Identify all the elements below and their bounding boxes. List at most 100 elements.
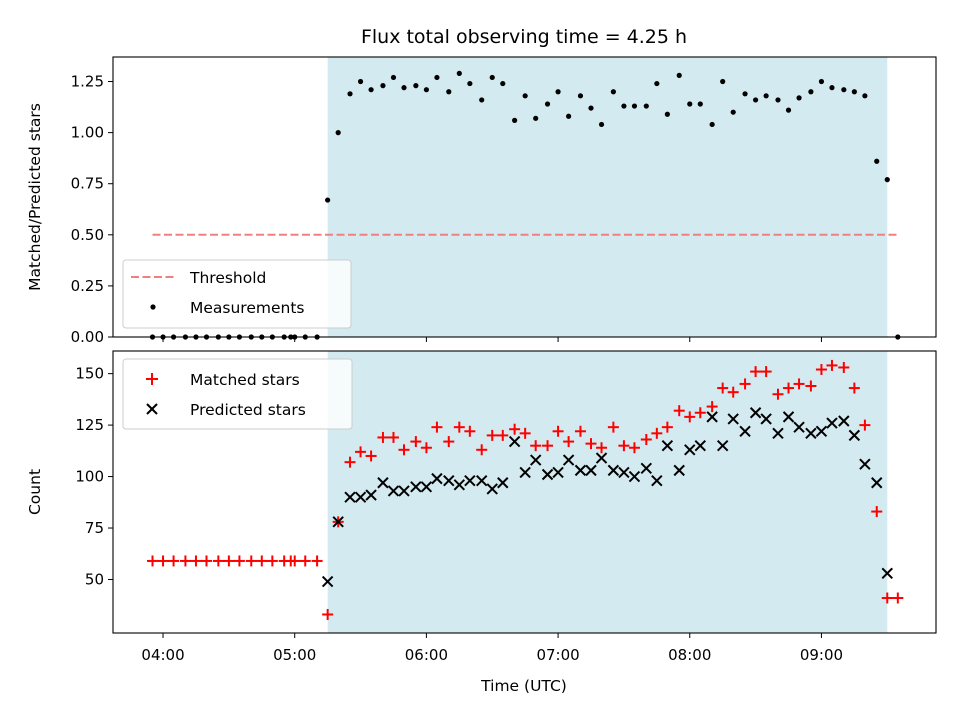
matched-star-point bbox=[585, 438, 597, 450]
measurement-point bbox=[785, 107, 792, 113]
matched-star-point bbox=[497, 429, 509, 441]
matched-star-point bbox=[574, 425, 586, 437]
chart-title: Flux total observing time = 4.25 h bbox=[361, 26, 687, 48]
predicted-star-point bbox=[410, 481, 422, 493]
measurement-point bbox=[347, 91, 353, 97]
matched-star-point bbox=[147, 555, 159, 567]
bottom-y-axis-label: Count bbox=[26, 469, 44, 515]
predicted-star-point bbox=[673, 464, 685, 477]
predicted-star-point bbox=[562, 454, 575, 466]
predicted-star-point bbox=[716, 439, 729, 452]
matched-star-point bbox=[453, 421, 465, 433]
matched-star-point bbox=[892, 592, 904, 604]
observing-window-bottom bbox=[327, 351, 888, 633]
x-tick-label: 04:00 bbox=[141, 646, 184, 664]
measurement-point bbox=[752, 97, 759, 103]
predicted-star-point bbox=[772, 427, 784, 440]
predicted-star-point bbox=[793, 421, 805, 433]
measurement-point bbox=[357, 78, 364, 85]
matched-star-point bbox=[651, 427, 663, 439]
measurement-point bbox=[818, 78, 825, 85]
top-panel: 0.00 0.25 0.50 0.75 1.00 1.25 Matched/Predict… bbox=[26, 56, 937, 346]
measurement-point bbox=[775, 97, 781, 103]
predicted-star-point bbox=[529, 454, 542, 466]
predicted-star-point bbox=[607, 464, 620, 477]
predicted-star-point bbox=[398, 485, 410, 497]
measurement-point bbox=[884, 177, 890, 183]
measurement-point bbox=[555, 89, 561, 95]
measurement-point bbox=[390, 74, 397, 81]
predicted-star-point bbox=[453, 479, 466, 491]
predicted-star-point bbox=[838, 415, 850, 427]
matched-star-point bbox=[881, 592, 893, 604]
matched-star-point bbox=[322, 608, 334, 620]
measurement-point bbox=[610, 89, 616, 95]
matched-star-point bbox=[157, 555, 169, 567]
top-legend-entry-threshold: Threshold bbox=[189, 269, 266, 287]
measurement-point bbox=[631, 103, 638, 109]
measurement-point bbox=[676, 72, 682, 78]
bottom-legend-entry-predicted: Predicted stars bbox=[190, 401, 306, 419]
predicted-star-point bbox=[519, 466, 531, 479]
x-tick-label: 06:00 bbox=[405, 646, 448, 664]
predicted-star-point bbox=[574, 464, 587, 477]
predicted-star-point bbox=[443, 474, 455, 487]
predicted-star-point bbox=[805, 427, 817, 440]
matched-star-point bbox=[233, 555, 245, 567]
measurement-point bbox=[829, 85, 835, 91]
matched-star-point bbox=[344, 456, 356, 468]
y-tick-label: 0.00 bbox=[71, 328, 104, 346]
measurement-point bbox=[643, 103, 649, 109]
predicted-star-point bbox=[871, 477, 883, 489]
predicted-star-point bbox=[661, 439, 674, 452]
matched-star-point bbox=[793, 378, 805, 390]
measurement-point bbox=[796, 95, 802, 101]
measurement-point bbox=[533, 115, 539, 121]
matched-star-point bbox=[377, 431, 389, 443]
bottom-legend: Matched stars Predicted stars bbox=[122, 358, 353, 430]
matched-star-point bbox=[727, 386, 739, 398]
matched-star-point bbox=[179, 555, 191, 567]
bottom-panel: 50 75 100 125 150 04:00 05:00 06:00 07:00 08:00 0… bbox=[26, 350, 937, 695]
measurement-point bbox=[522, 93, 528, 99]
matched-star-point bbox=[245, 555, 257, 567]
matched-star-point bbox=[168, 555, 180, 567]
matched-star-point bbox=[410, 436, 422, 448]
matched-star-point bbox=[760, 366, 772, 378]
matched-star-point bbox=[684, 411, 696, 423]
predicted-star-point bbox=[727, 413, 739, 425]
matched-star-point bbox=[815, 364, 827, 376]
matched-star-point bbox=[299, 555, 311, 567]
y-tick-label: 150 bbox=[75, 365, 104, 383]
measurement-point bbox=[423, 87, 429, 93]
matched-star-point bbox=[805, 380, 817, 392]
matched-star-point bbox=[387, 431, 399, 443]
matched-star-point bbox=[476, 444, 488, 456]
predicted-star-point bbox=[377, 477, 389, 489]
measurement-point bbox=[544, 101, 551, 107]
matched-star-point bbox=[826, 359, 838, 371]
top-legend: Threshold Measurements bbox=[122, 259, 352, 329]
bottom-legend-entry-matched: Matched stars bbox=[190, 371, 300, 389]
matched-star-point bbox=[694, 407, 706, 419]
measurement-point bbox=[862, 93, 868, 99]
predicted-star-point bbox=[344, 491, 356, 503]
matched-star-point bbox=[542, 440, 554, 452]
measurement-point bbox=[851, 89, 857, 95]
matched-star-point bbox=[443, 436, 455, 448]
y-tick-label: 1.00 bbox=[71, 124, 104, 142]
predicted-star-point bbox=[321, 575, 334, 588]
y-tick-label: 0.75 bbox=[71, 175, 104, 193]
predicted-star-point bbox=[486, 483, 498, 495]
matched-star-point bbox=[661, 421, 673, 433]
matched-star-point bbox=[739, 378, 751, 390]
matched-star-point bbox=[266, 555, 278, 567]
predicted-star-point bbox=[706, 411, 718, 423]
matched-star-point bbox=[673, 405, 685, 417]
measurement-point bbox=[577, 93, 584, 99]
measurement-point bbox=[598, 121, 605, 128]
predicted-stars-legend-swatch bbox=[146, 403, 158, 415]
measurement-point bbox=[664, 111, 670, 117]
predicted-star-point bbox=[387, 485, 400, 497]
